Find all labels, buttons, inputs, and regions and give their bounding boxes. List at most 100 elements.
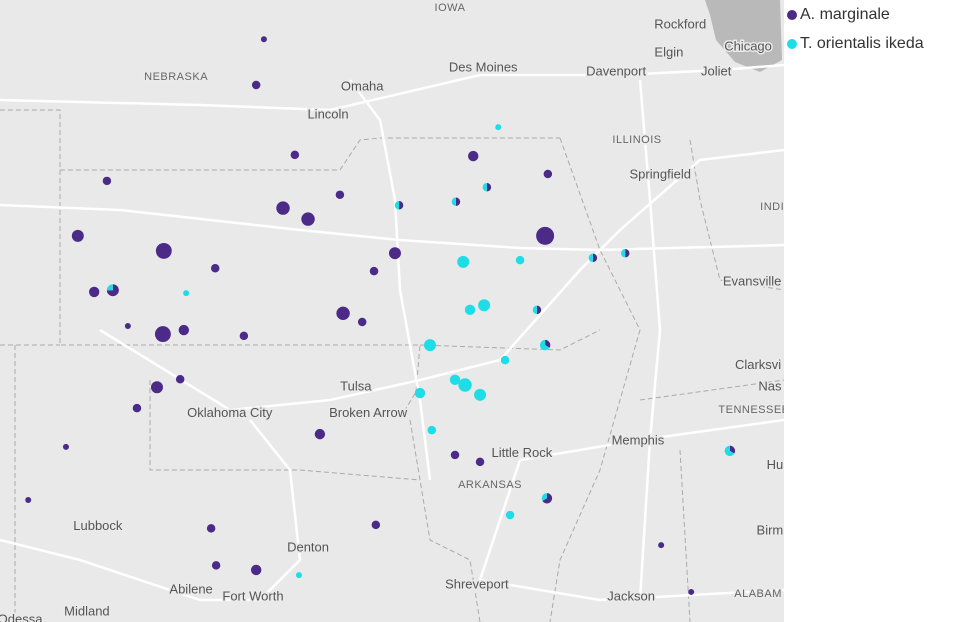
point-marker (150, 381, 163, 394)
pie-slice (532, 305, 537, 315)
city-label: Elgin (654, 45, 683, 60)
point-marker (536, 226, 555, 245)
point-marker (457, 255, 470, 268)
point-layer (25, 36, 736, 595)
pie-slice (539, 339, 550, 351)
pie-slice (625, 248, 630, 258)
point-marker (505, 510, 515, 520)
point-marker (468, 150, 479, 162)
city-label: Des Moines (449, 60, 518, 75)
point-marker (450, 450, 460, 460)
pie-slice (394, 200, 400, 210)
pie-slice (451, 197, 456, 206)
legend-swatch (787, 39, 797, 49)
state-label: INDI (760, 201, 784, 213)
legend-swatch (787, 10, 797, 20)
point-marker (211, 561, 221, 570)
point-marker (62, 443, 69, 450)
point-marker (658, 542, 665, 549)
city-label: Odessa (0, 612, 43, 622)
state-label: TENNESSEE (718, 404, 789, 416)
point-marker (206, 524, 216, 533)
point-marker (183, 290, 190, 297)
pie-slice (399, 200, 404, 210)
pie-slice (486, 183, 492, 192)
city-label: Chicago (724, 38, 772, 53)
city-label: Joliet (701, 64, 732, 79)
pie-slice (542, 493, 553, 504)
city-label: Denton (287, 539, 329, 554)
point-marker (369, 266, 379, 276)
city-label: Birm (757, 523, 784, 538)
state-label: ILLINOIS (612, 134, 661, 146)
pie-slice (455, 197, 461, 206)
point-marker (495, 124, 502, 131)
city-label: Abilene (169, 582, 212, 597)
pie-slice (545, 339, 551, 348)
state-label: ARKANSAS (458, 479, 522, 491)
city-label: Oklahoma City (187, 405, 273, 420)
point-marker (688, 588, 695, 595)
point-marker (388, 247, 401, 260)
city-label: Memphis (612, 433, 665, 448)
point-marker (210, 263, 220, 273)
pie-slice (588, 253, 593, 263)
city-label: Little Rock (492, 445, 553, 460)
city-label: Omaha (341, 79, 384, 94)
pie-slice (536, 305, 542, 315)
pie-slice (620, 248, 626, 258)
pie-slice (724, 445, 735, 457)
state-label: NEBRASKA (144, 71, 208, 83)
pie-slice (592, 253, 598, 263)
state-label: IOWA (435, 2, 466, 14)
basemap (0, 0, 784, 622)
point-marker (423, 339, 436, 352)
point-marker (71, 229, 84, 242)
point-marker (464, 304, 476, 316)
point-marker (276, 201, 290, 215)
point-marker (175, 374, 185, 384)
point-marker (88, 286, 100, 298)
city-label: Fort Worth (222, 589, 283, 604)
point-marker (474, 388, 487, 401)
point-marker (124, 323, 131, 330)
pie-slice (482, 183, 487, 192)
city-label: Shreveport (445, 576, 509, 591)
point-marker (515, 255, 525, 265)
city-label: Clarksvi (735, 357, 781, 372)
point-marker (357, 317, 367, 327)
point-marker (301, 212, 315, 226)
point-marker (314, 428, 326, 440)
point-marker (250, 564, 262, 576)
pie-slice (541, 493, 547, 501)
city-label: Rockford (654, 16, 706, 31)
city-label: Lincoln (307, 106, 348, 121)
point-marker (427, 425, 437, 435)
pie-slice (106, 284, 119, 297)
city-label: Nas (758, 379, 782, 394)
legend: A. marginale T. orientalis ikeda (787, 6, 924, 52)
city-label: Jackson (607, 589, 655, 604)
state-label: ALABAM (734, 588, 782, 600)
point-marker (290, 150, 300, 160)
point-marker (295, 572, 302, 579)
city-label: Midland (64, 604, 110, 619)
pie-slice (106, 284, 113, 291)
point-marker (335, 190, 345, 200)
point-marker (414, 387, 426, 399)
place-labels: IOWA NEBRASKA Omaha Lincoln Des Moines Davenp… (0, 0, 789, 622)
legend-label: A. marginale (800, 6, 890, 23)
point-marker (25, 497, 32, 504)
point-marker (475, 457, 485, 467)
point-marker (154, 326, 171, 343)
point-marker (371, 520, 381, 530)
legend-label: T. orientalis ikeda (800, 35, 924, 52)
point-marker (239, 331, 249, 341)
point-marker (178, 324, 190, 336)
point-marker (458, 378, 472, 392)
city-label: Hu (767, 457, 784, 472)
point-marker (251, 80, 261, 90)
point-marker (543, 169, 553, 179)
point-marker (500, 355, 510, 365)
